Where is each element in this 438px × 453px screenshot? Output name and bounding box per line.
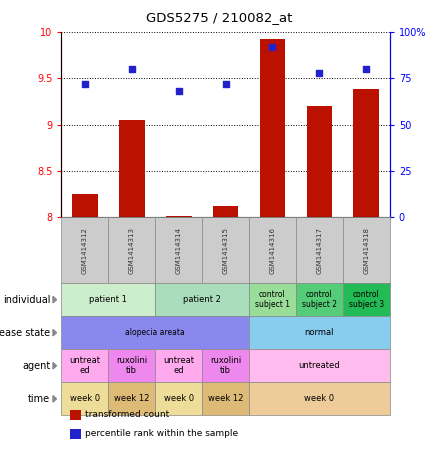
Text: GSM1414314: GSM1414314	[176, 227, 182, 274]
Text: percentile rank within the sample: percentile rank within the sample	[85, 429, 239, 439]
Text: control
subject 1: control subject 1	[255, 290, 290, 309]
Text: patient 1: patient 1	[89, 295, 127, 304]
Point	[128, 65, 135, 72]
Text: patient 2: patient 2	[183, 295, 221, 304]
Bar	[166, 216, 191, 217]
Text: ruxolini
tib: ruxolini tib	[210, 356, 241, 376]
Bar	[353, 89, 379, 217]
Point	[81, 80, 88, 87]
Bar	[260, 39, 286, 217]
Text: GSM1414317: GSM1414317	[316, 227, 322, 274]
Text: week 0: week 0	[304, 395, 335, 403]
Text: control
subject 3: control subject 3	[349, 290, 384, 309]
Text: week 12: week 12	[114, 395, 149, 403]
Bar	[213, 206, 238, 217]
Text: GSM1414313: GSM1414313	[129, 227, 135, 274]
Text: GSM1414315: GSM1414315	[223, 227, 229, 274]
Point	[175, 87, 182, 95]
Text: GDS5275 / 210082_at: GDS5275 / 210082_at	[146, 11, 292, 24]
Point	[316, 69, 323, 76]
Point	[269, 43, 276, 50]
Text: week 0: week 0	[163, 395, 194, 403]
Text: week 12: week 12	[208, 395, 243, 403]
Text: GSM1414318: GSM1414318	[364, 227, 369, 274]
Text: normal: normal	[305, 328, 334, 337]
Point	[363, 65, 370, 72]
Text: agent: agent	[22, 361, 50, 371]
Text: untreat
ed: untreat ed	[163, 356, 194, 376]
Text: untreat
ed: untreat ed	[69, 356, 100, 376]
Text: control
subject 2: control subject 2	[302, 290, 337, 309]
Text: untreated: untreated	[299, 361, 340, 370]
Bar	[72, 194, 98, 217]
Text: time: time	[28, 394, 50, 404]
Bar	[119, 120, 145, 217]
Text: individual: individual	[3, 294, 50, 305]
Text: transformed count: transformed count	[85, 410, 170, 419]
Bar	[307, 106, 332, 217]
Point	[222, 80, 229, 87]
Text: GSM1414316: GSM1414316	[269, 227, 276, 274]
Text: GSM1414312: GSM1414312	[82, 227, 88, 274]
Text: alopecia areata: alopecia areata	[125, 328, 185, 337]
Text: week 0: week 0	[70, 395, 100, 403]
Text: disease state: disease state	[0, 328, 50, 338]
Text: ruxolini
tib: ruxolini tib	[116, 356, 147, 376]
